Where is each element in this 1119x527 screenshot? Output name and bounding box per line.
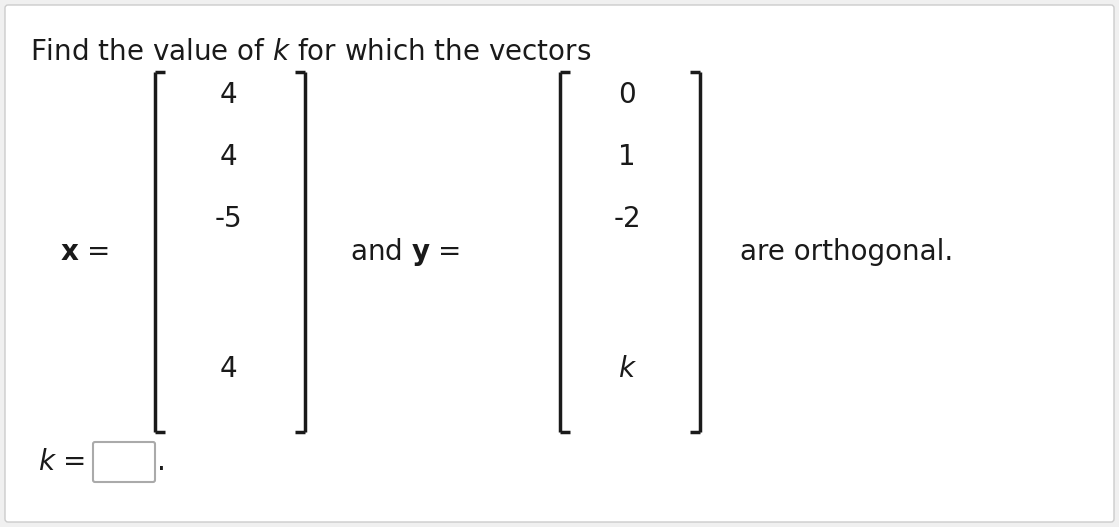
- Text: 4: 4: [219, 143, 237, 171]
- Text: $\mathbf{x}$ =: $\mathbf{x}$ =: [60, 238, 109, 266]
- Text: 4: 4: [219, 81, 237, 109]
- Text: .: .: [157, 448, 166, 476]
- Text: are orthogonal.: are orthogonal.: [740, 238, 953, 266]
- Text: -2: -2: [613, 205, 641, 233]
- Text: -5: -5: [214, 205, 242, 233]
- Text: $k$: $k$: [618, 355, 637, 383]
- FancyBboxPatch shape: [93, 442, 156, 482]
- Text: $k$ =: $k$ =: [38, 448, 85, 476]
- FancyBboxPatch shape: [4, 5, 1115, 522]
- Text: and $\mathbf{y}$ =: and $\mathbf{y}$ =: [350, 236, 460, 268]
- Text: 1: 1: [618, 143, 636, 171]
- Text: Find the value of $k$ for which the vectors: Find the value of $k$ for which the vect…: [30, 38, 591, 66]
- Text: 0: 0: [618, 81, 636, 109]
- Text: 4: 4: [219, 355, 237, 383]
